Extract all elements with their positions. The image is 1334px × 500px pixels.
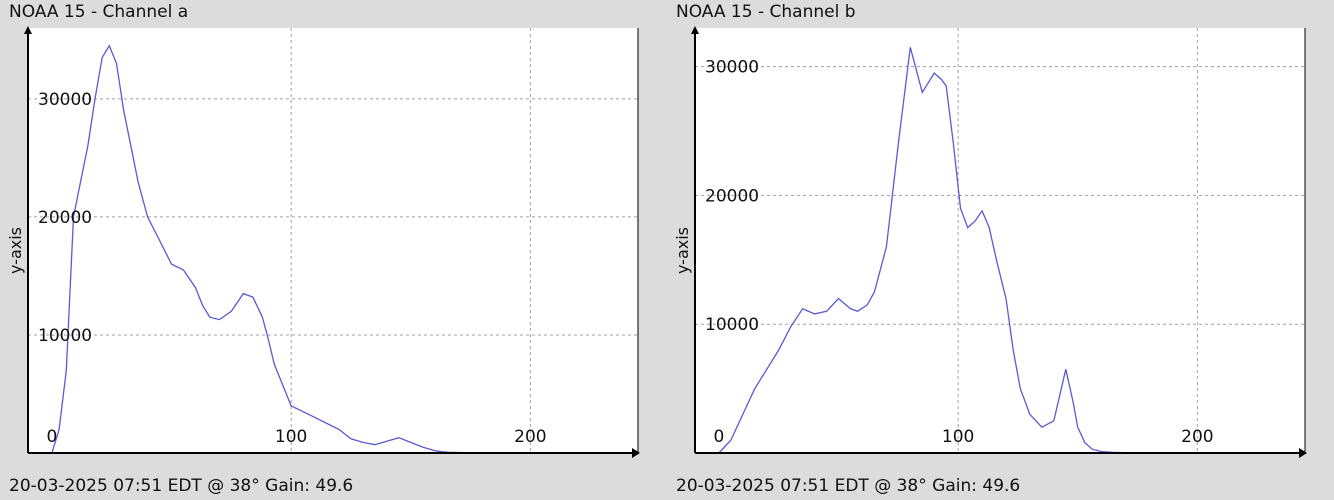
series-line bbox=[51, 44, 471, 454]
y-tick-label: 20000 bbox=[38, 208, 92, 228]
channel-a-chart: 0 100 200 10000 20000 30000 y-axis bbox=[6, 26, 640, 458]
y-tick-label: 30000 bbox=[38, 90, 92, 110]
y-tick-label: 10000 bbox=[705, 315, 759, 335]
plot-area bbox=[28, 28, 638, 453]
plot-area bbox=[695, 28, 1305, 453]
x-axis-arrow bbox=[632, 448, 640, 458]
y-axis-label: y-axis bbox=[6, 227, 25, 274]
chart-title: NOAA 15 - Channel a bbox=[9, 2, 189, 22]
y-tick-label: 30000 bbox=[705, 58, 759, 78]
y-tick-label: 10000 bbox=[38, 326, 92, 346]
x-tick-label: 100 bbox=[942, 427, 974, 447]
x-tick-label: 100 bbox=[275, 427, 307, 447]
chart-title: NOAA 15 - Channel b bbox=[676, 2, 856, 22]
y-tick-label: 20000 bbox=[705, 186, 759, 206]
status-footer: 20-03-2025 07:51 EDT @ 38° Gain: 49.6 bbox=[676, 476, 1021, 496]
x-tick-label: 200 bbox=[1181, 427, 1213, 447]
x-tick-label: 0 bbox=[47, 427, 58, 447]
x-axis-arrow bbox=[1299, 448, 1307, 458]
y-axis-arrow bbox=[24, 26, 32, 34]
y-axis-arrow bbox=[691, 26, 699, 34]
y-axis-label: y-axis bbox=[673, 227, 692, 274]
series-line bbox=[718, 47, 1138, 454]
channel-b-chart: 0 100 200 10000 20000 30000 y-axis bbox=[673, 26, 1307, 458]
x-tick-label: 200 bbox=[514, 427, 546, 447]
x-tick-label: 0 bbox=[714, 427, 725, 447]
channel-a-panel: NOAA 15 - Channel a 0 100 200 10000 20000 300… bbox=[6, 2, 640, 496]
channel-b-panel: NOAA 15 - Channel b 0 100 200 10000 20000 300… bbox=[667, 0, 1334, 500]
status-footer: 20-03-2025 07:51 EDT @ 38° Gain: 49.6 bbox=[9, 476, 354, 496]
